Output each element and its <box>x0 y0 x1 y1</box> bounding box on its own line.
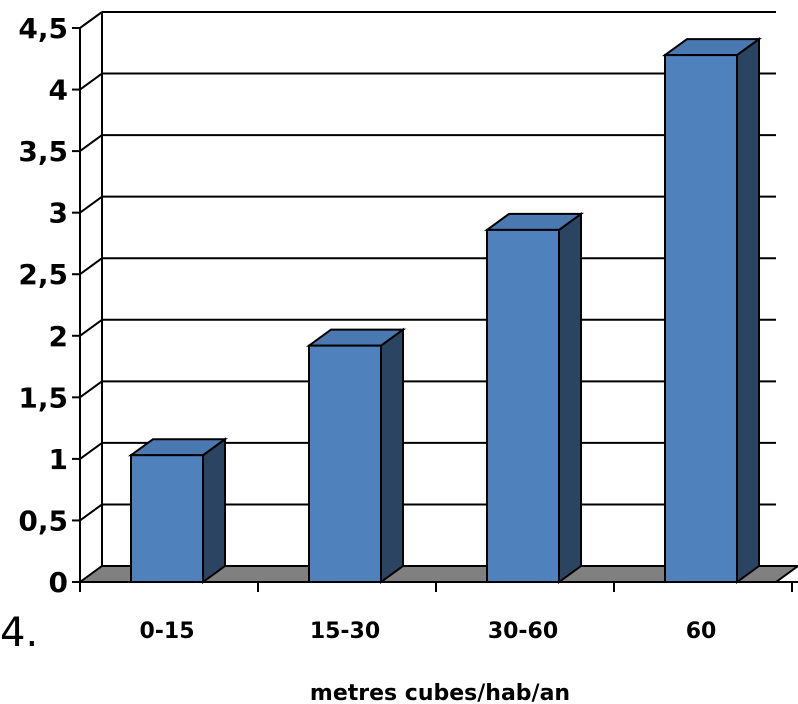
y-axis-ticks: 0 0,5 1 1,5 2 2,5 3 3,5 4 4,5 <box>18 12 80 599</box>
bar <box>483 211 585 584</box>
y-tick-label: 4,5 <box>18 12 68 45</box>
bar <box>127 437 229 584</box>
bar-side <box>558 211 582 584</box>
bar-front <box>486 228 560 583</box>
y-tick-label: 1 <box>49 443 68 476</box>
gridline-side <box>79 134 103 152</box>
bar-side <box>202 437 226 584</box>
gridline-side <box>79 72 103 91</box>
gridline-side <box>79 380 103 399</box>
x-category-label: 60 <box>686 619 717 644</box>
bar-side <box>380 327 404 584</box>
x-category-label: 0-15 <box>139 619 194 644</box>
x-axis-label: metres cubes/hab/an <box>310 681 570 704</box>
bars <box>127 37 763 584</box>
y-tick-label: 0,5 <box>18 504 68 537</box>
y-tick-label: 2 <box>49 320 68 353</box>
bar-front <box>308 344 382 584</box>
gridline-side <box>79 257 103 276</box>
cropped-item-number: 4. <box>0 610 38 656</box>
gridline-side <box>79 11 103 29</box>
gridline-side <box>79 503 103 522</box>
bar-front <box>130 454 204 583</box>
bar-front <box>664 54 738 583</box>
y-tick-label: 1,5 <box>18 381 68 414</box>
gridline-side <box>79 442 103 460</box>
x-category-label: 30-60 <box>488 619 558 644</box>
y-tick-label: 4 <box>49 74 68 107</box>
bar <box>661 37 763 584</box>
y-tick-label: 3 <box>49 197 68 230</box>
gridline-side <box>79 318 103 337</box>
y-tick-label: 3,5 <box>18 135 68 168</box>
x-axis-categories: 0-15 15-30 30-60 60 <box>79 582 793 644</box>
x-category-label: 15-30 <box>310 619 380 644</box>
bar-side <box>736 37 760 584</box>
y-tick-label: 0 <box>49 566 68 599</box>
gridline-side <box>79 195 103 214</box>
bar <box>305 327 407 584</box>
y-tick-label: 2,5 <box>18 258 68 291</box>
